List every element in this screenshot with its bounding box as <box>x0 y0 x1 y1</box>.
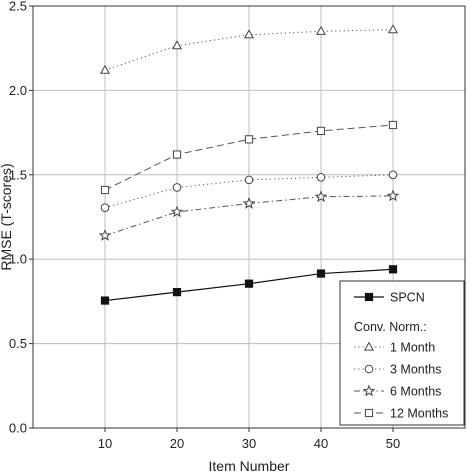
data-point <box>316 173 326 182</box>
series-1-month <box>99 24 399 74</box>
legend-group-heading: Conv. Norm.: <box>354 320 427 334</box>
y-tick-label: 1.0 <box>9 252 27 267</box>
y-tick-label: 0.0 <box>9 421 27 436</box>
series-12-months <box>100 120 398 195</box>
data-point <box>387 24 399 34</box>
x-tick-label: 20 <box>170 436 184 451</box>
legend-entry: SPCN <box>354 291 425 305</box>
legend-label: 6 Months <box>390 385 441 399</box>
data-point <box>244 135 254 144</box>
x-tick-label: 30 <box>242 436 256 451</box>
data-point <box>388 265 398 274</box>
legend-marker <box>362 384 376 397</box>
data-point <box>316 269 326 278</box>
data-point <box>100 296 110 305</box>
legend-label: 12 Months <box>390 407 448 421</box>
data-point <box>315 25 327 35</box>
legend-marker <box>364 292 374 302</box>
legend-marker <box>364 364 374 374</box>
data-point <box>100 203 110 213</box>
legend-marker <box>364 408 374 418</box>
legend-entry: 3 Months <box>354 363 441 377</box>
y-tick-label: 1.5 <box>9 167 27 182</box>
legend-marker <box>363 341 375 351</box>
x-tick-label: 50 <box>386 436 400 451</box>
data-point <box>172 183 182 192</box>
data-point <box>172 150 182 159</box>
data-point <box>244 175 254 185</box>
series-line <box>104 29 394 71</box>
data-point <box>171 40 183 50</box>
legend-label: 3 Months <box>390 363 441 377</box>
tick-labels: 10 20 30 40 50 0.0 0.5 1.0 1.5 2.0 2.5 <box>9 0 400 451</box>
data-point <box>244 279 254 288</box>
series-spcn <box>100 265 398 305</box>
data-point <box>388 120 398 130</box>
data-point <box>172 288 182 297</box>
data-point <box>99 64 111 74</box>
data-point <box>316 126 326 136</box>
legend-entry: 6 Months <box>354 384 441 399</box>
x-axis-label: Item Number <box>209 458 290 474</box>
series-line <box>104 195 394 237</box>
series-6-months <box>98 189 400 241</box>
x-tick-label: 10 <box>98 436 112 451</box>
data-point <box>243 29 255 39</box>
y-axis-label: RMSE (T-scores) <box>0 163 14 270</box>
series-3-months <box>100 170 398 213</box>
x-tick-label: 40 <box>314 436 328 451</box>
series-group <box>98 24 400 305</box>
legend-box <box>339 280 465 426</box>
legend-entry: 1 Month <box>354 341 435 355</box>
data-point <box>388 170 398 180</box>
y-tick-label: 0.5 <box>9 336 27 351</box>
legend-entry: 12 Months <box>354 407 448 421</box>
data-point <box>314 190 328 203</box>
legend: Conv. Norm.: SPCN 1 Month 3 Months 6 Months… <box>339 280 465 426</box>
data-point <box>170 205 184 218</box>
grid-lines <box>33 6 465 428</box>
legend-label: SPCN <box>390 291 425 305</box>
legend-label: 1 Month <box>390 341 435 355</box>
data-point <box>242 196 256 209</box>
y-tick-label: 2.0 <box>9 83 27 98</box>
data-point <box>98 228 112 241</box>
data-point <box>100 185 110 195</box>
y-tick-label: 2.5 <box>9 0 27 14</box>
data-point <box>386 189 400 202</box>
